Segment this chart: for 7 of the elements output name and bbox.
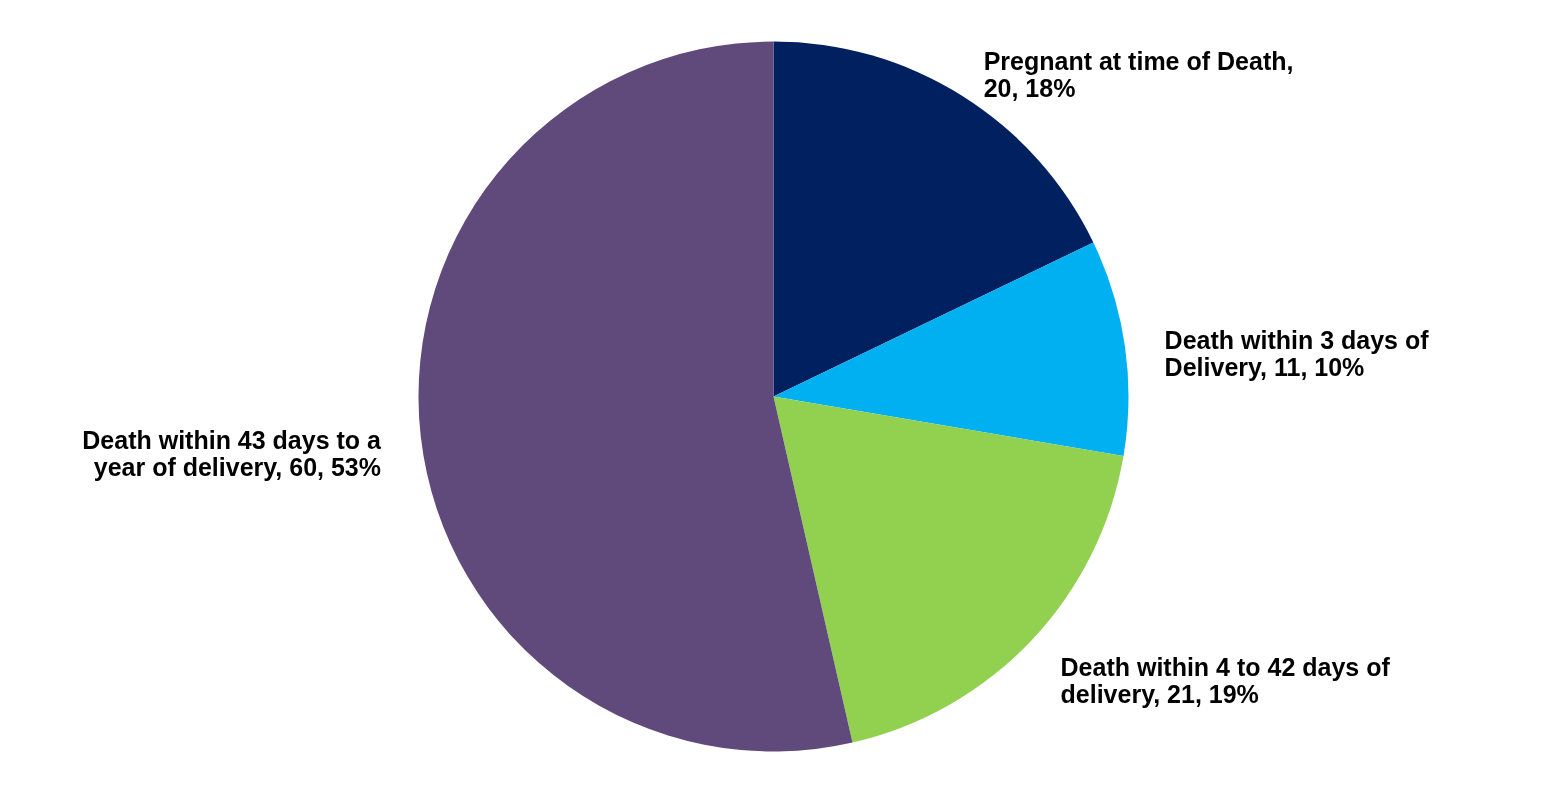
slice-label: Death within 3 days of Delivery, 11, 10% (1164, 326, 1430, 382)
pie-slice (773, 41, 1094, 397)
slice-label: Death within 43 days to a year of delivery, 60, 53% (82, 425, 383, 481)
pie-slice (773, 242, 1129, 456)
slice-label: Death within 4 to 42 days of delivery, 21, 19% (1060, 652, 1391, 708)
pie-slice (418, 41, 853, 752)
slice-label: Pregnant at time of Death, 20, 18% (983, 47, 1294, 103)
